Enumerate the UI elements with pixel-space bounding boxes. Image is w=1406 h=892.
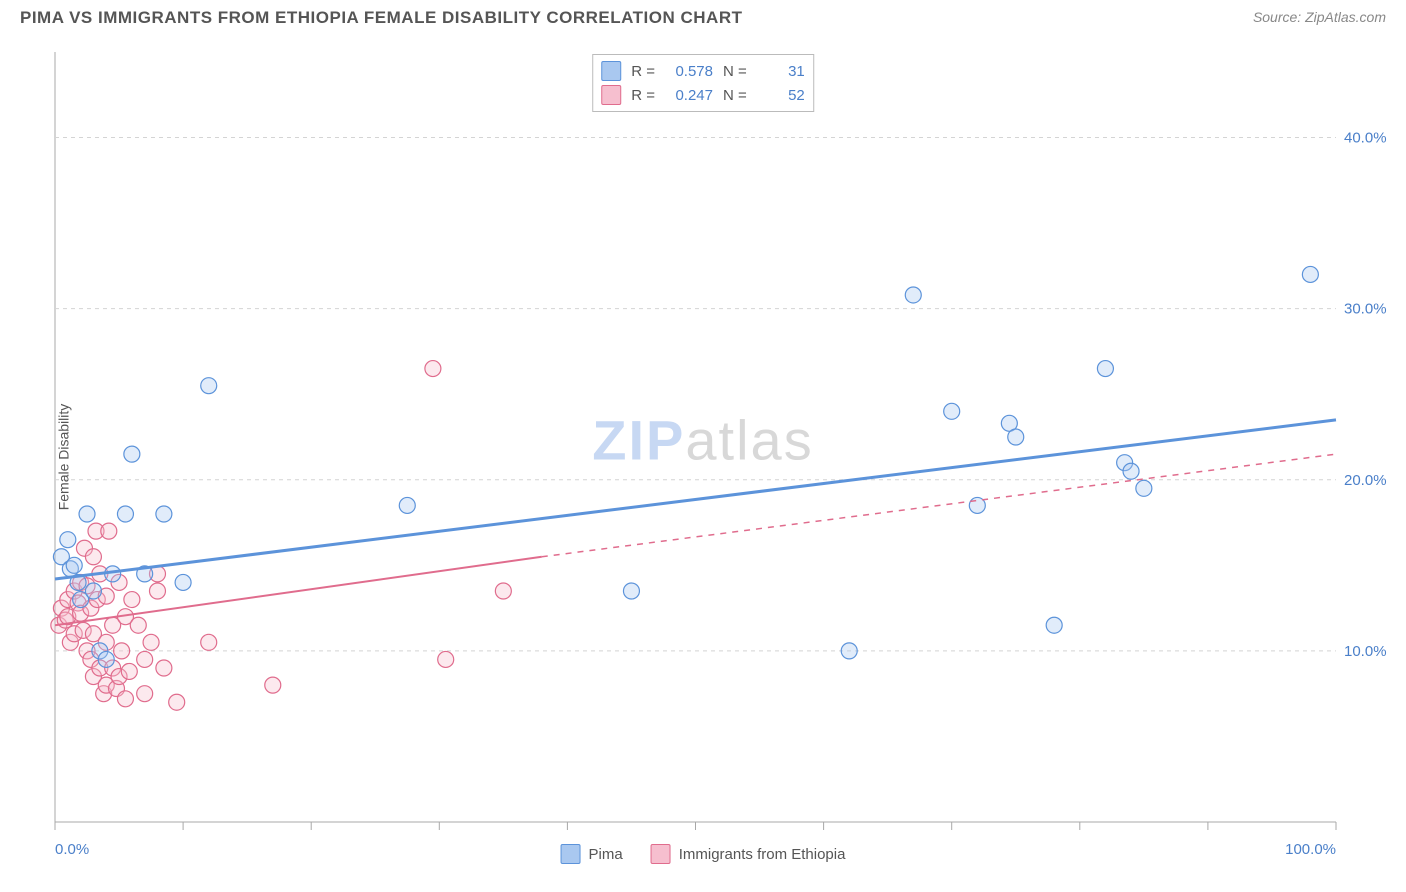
- scatter-chart: 10.0% 20.0% 30.0% 40.0% 0.0% 100.0%: [0, 32, 1406, 882]
- svg-text:10.0%: 10.0%: [1344, 643, 1387, 660]
- legend-item-pima: Pima: [561, 844, 623, 864]
- y-axis-label: Female Disability: [55, 404, 71, 511]
- svg-text:0.0%: 0.0%: [55, 841, 89, 858]
- swatch-ethiopia: [651, 844, 671, 864]
- svg-text:30.0%: 30.0%: [1344, 301, 1387, 318]
- legend-row-b: R = 0.247 N = 52: [601, 83, 805, 107]
- legend-item-ethiopia: Immigrants from Ethiopia: [651, 844, 846, 864]
- swatch-pima: [601, 61, 621, 81]
- legend-row-a: R = 0.578 N = 31: [601, 59, 805, 83]
- source-credit: Source: ZipAtlas.com: [1253, 9, 1386, 27]
- series-legend: Pima Immigrants from Ethiopia: [561, 844, 846, 864]
- svg-text:100.0%: 100.0%: [1285, 841, 1336, 858]
- svg-text:20.0%: 20.0%: [1344, 472, 1387, 489]
- chart-title: PIMA VS IMMIGRANTS FROM ETHIOPIA FEMALE …: [20, 8, 743, 28]
- swatch-pima: [561, 844, 581, 864]
- svg-text:40.0%: 40.0%: [1344, 130, 1387, 147]
- correlation-legend: R = 0.578 N = 31 R = 0.247 N = 52: [592, 54, 814, 112]
- swatch-ethiopia: [601, 85, 621, 105]
